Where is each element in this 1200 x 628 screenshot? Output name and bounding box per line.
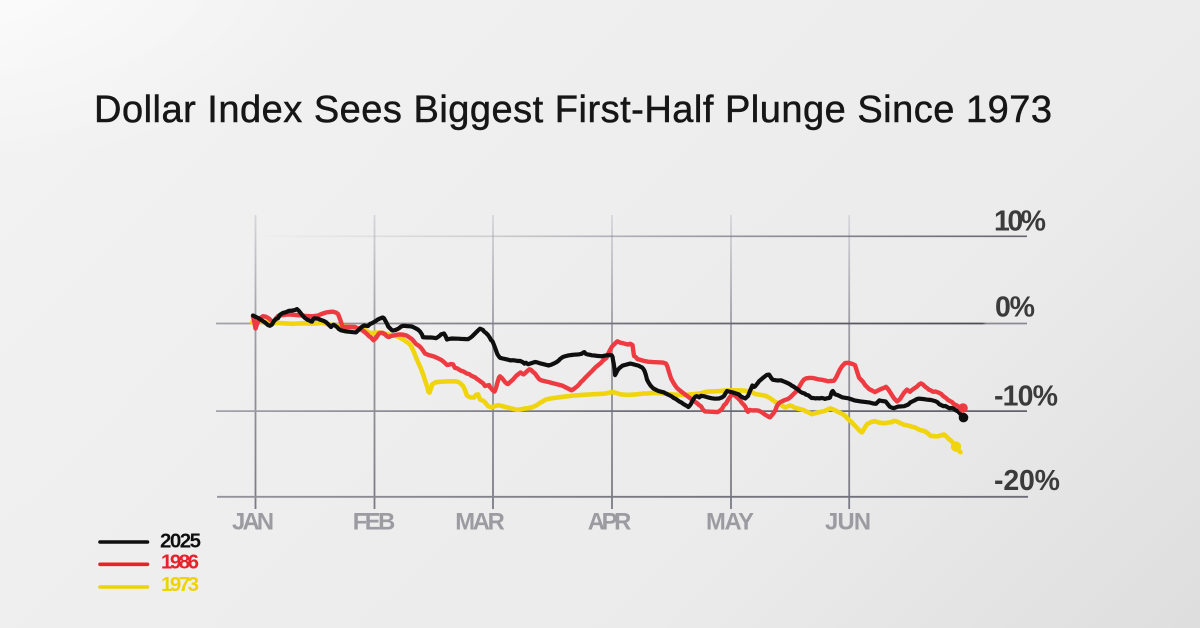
svg-text:0%: 0% xyxy=(995,292,1035,324)
svg-text:FEB: FEB xyxy=(353,509,396,536)
svg-text:MAY: MAY xyxy=(706,509,754,536)
svg-text:2025: 2025 xyxy=(160,530,201,553)
svg-text:MAR: MAR xyxy=(455,509,505,536)
svg-text:-10%: -10% xyxy=(994,381,1058,413)
svg-text:JAN: JAN xyxy=(232,509,274,536)
svg-text:JUN: JUN xyxy=(825,509,871,536)
svg-text:-20%: -20% xyxy=(994,465,1060,497)
svg-text:10%: 10% xyxy=(994,206,1046,238)
svg-text:APR: APR xyxy=(588,509,632,536)
svg-text:1973: 1973 xyxy=(161,573,199,596)
svg-text:1986: 1986 xyxy=(161,551,199,574)
